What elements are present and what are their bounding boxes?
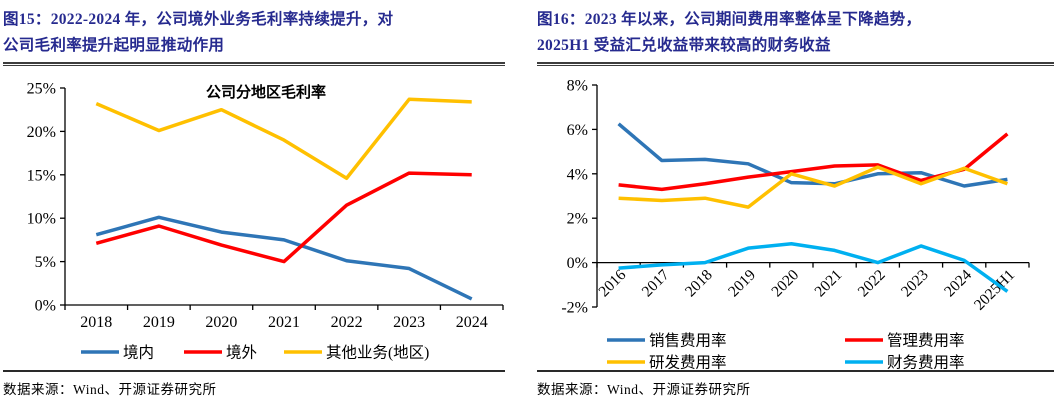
y-tick-label: 5% — [35, 254, 56, 271]
figure-16-title-line1: 图16：2023 年以来，公司期间费用率整体呈下降趋势， — [537, 11, 922, 28]
figure-15-title: 图15：2022-2024 年，公司境外业务毛利率持续提升，对 公司毛利率提升起… — [3, 0, 505, 59]
chart-inner-title: 公司分地区毛利率 — [206, 83, 326, 101]
x-tick-label: 2017 — [639, 266, 673, 300]
y-tick-label: 0% — [567, 255, 588, 272]
x-tick-label: 2021 — [268, 314, 300, 331]
series-line-3 — [618, 241, 1009, 293]
gross-margin-by-region-chart: 0% 5% 10% 15% 20% 25% 2018 2019 2020 2021 2022 2023… — [27, 81, 504, 362]
expense-ratio-chart: -2% 0% 2% 4% 6% 8% 2016 2017 2018 2019 2020 2021 202… — [561, 78, 1030, 372]
y-tick-label: 0% — [35, 298, 56, 315]
x-tick-label: 2023 — [393, 314, 425, 331]
y-tick-label: 20% — [27, 124, 56, 141]
y-tick-label: 10% — [27, 211, 56, 228]
figure-15-title-line1: 图15：2022-2024 年，公司境外业务毛利率持续提升，对 — [3, 11, 394, 28]
x-tick-label: 2023 — [898, 266, 932, 300]
figure-16-panel: 图16：2023 年以来，公司期间费用率整体呈下降趋势， 2025H1 受益汇兑… — [537, 0, 1054, 405]
x-tick-label: 2019 — [143, 314, 175, 331]
y-tick-label: 8% — [567, 78, 588, 95]
legend-label-2: 研发费用率 — [649, 354, 727, 372]
y-tick-label: -2% — [561, 300, 588, 317]
x-tick-label: 2018 — [80, 314, 112, 331]
figure-16-source-rule — [537, 370, 1054, 372]
y-tick-label: 6% — [567, 122, 588, 139]
y-tick-label: 4% — [567, 166, 588, 183]
x-tick-label: 2016 — [595, 266, 629, 300]
x-tick-label: 2021 — [811, 266, 845, 300]
figure-16-title: 图16：2023 年以来，公司期间费用率整体呈下降趋势， 2025H1 受益汇兑… — [537, 0, 1054, 59]
x-tick-label: 2024 — [941, 266, 975, 300]
x-tick-label: 2025H1 — [971, 266, 1018, 313]
x-tick-label: 2022 — [855, 266, 889, 300]
figure-15-title-line2: 公司毛利率提升起明显推动作用 — [3, 37, 225, 54]
series-line-2 — [95, 97, 472, 181]
legend-label-2: 其他业务(地区) — [326, 344, 429, 362]
figure-16-title-rule — [537, 62, 1054, 66]
x-tick-label: 2019 — [725, 266, 759, 300]
x-tick-label: 2022 — [331, 314, 363, 331]
figure-16-title-line2: 2025H1 受益汇兑收益带来较高的财务收益 — [537, 37, 831, 54]
y-tick-label: 2% — [567, 211, 588, 228]
figure-15-title-rule — [3, 62, 505, 66]
legend-label-1: 境外 — [226, 343, 257, 362]
x-tick-label: 2020 — [205, 314, 237, 331]
series-line-1 — [95, 171, 472, 264]
legend-label-0: 境内 — [123, 343, 154, 362]
series-line-2 — [618, 165, 1008, 209]
figure-15-source-rule — [3, 370, 505, 372]
series-line-0 — [617, 122, 1008, 188]
figure-15-source: 数据来源：Wind、开源证券研究所 — [3, 382, 217, 397]
x-tick-label: 2024 — [456, 314, 488, 331]
x-tick-label: 2020 — [768, 266, 802, 300]
x-tick-label: 2018 — [682, 266, 716, 300]
y-tick-label: 15% — [27, 167, 56, 184]
figure-16-source: 数据来源：Wind、开源证券研究所 — [537, 382, 751, 397]
legend-label-1: 管理费用率 — [887, 332, 965, 350]
legend-label-0: 销售费用率 — [649, 332, 727, 350]
figure-15-panel: 图15：2022-2024 年，公司境外业务毛利率持续提升，对 公司毛利率提升起… — [0, 0, 505, 405]
series-line-0 — [95, 215, 473, 301]
legend-label-3: 财务费用率 — [887, 354, 965, 372]
y-tick-label: 25% — [27, 81, 56, 98]
